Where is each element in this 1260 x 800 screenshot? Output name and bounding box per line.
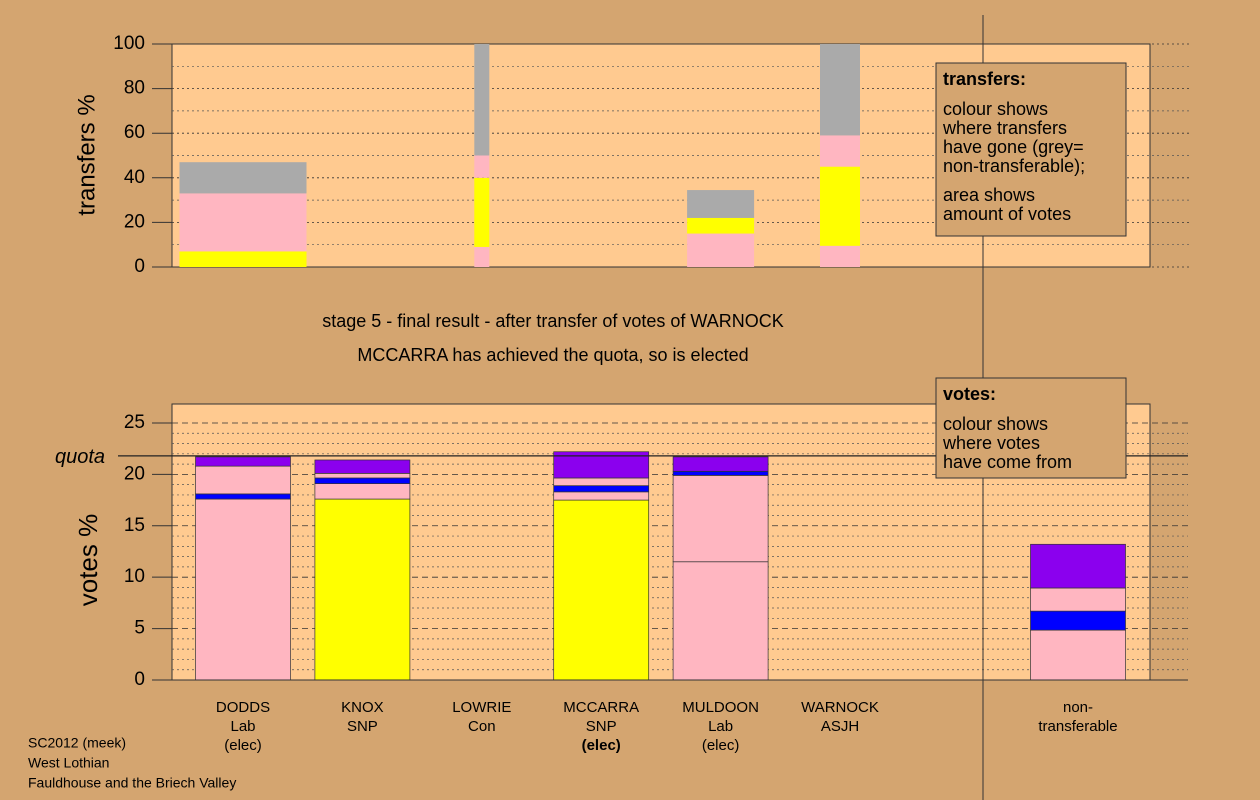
legend-text: non-transferable); — [943, 156, 1085, 176]
bar-segment — [672, 470, 769, 476]
bar-segment — [1030, 543, 1126, 589]
bar-segment — [314, 472, 411, 479]
bar-segment — [474, 246, 490, 267]
y-tick-label: 25 — [124, 412, 145, 433]
x-tick-label: non- — [1063, 699, 1093, 716]
bar-segment — [1030, 629, 1126, 681]
x-tick-label: Con — [468, 718, 496, 735]
legend-box — [935, 377, 1127, 479]
legend-text: colour shows — [943, 414, 1048, 434]
x-tick-label: KNOX — [341, 699, 384, 716]
bar-segment — [553, 491, 650, 501]
y-tick-label: 20 — [124, 463, 145, 484]
x-tick-label: MCCARRA — [563, 699, 639, 716]
bar-segment — [179, 162, 307, 194]
legend-text: amount of votes — [943, 204, 1071, 224]
bar-segment — [195, 465, 291, 495]
bar-segment — [179, 251, 307, 267]
legend-text: where votes — [942, 433, 1040, 453]
legend-title: transfers: — [943, 69, 1026, 89]
bar-segment — [672, 475, 769, 563]
y-tick-label: 5 — [134, 618, 145, 639]
legend-text: where transfers — [942, 118, 1067, 138]
y-tick-label: 20 — [124, 211, 145, 232]
footer-text: Fauldhouse and the Briech Valley — [28, 775, 236, 791]
y-tick-label: 60 — [124, 122, 145, 143]
legend-text: colour shows — [943, 99, 1048, 119]
bar-segment — [553, 477, 650, 487]
x-tick-label: (elec) — [582, 737, 621, 754]
x-tick-label: (elec) — [224, 737, 262, 754]
legend-text: area shows — [943, 185, 1035, 205]
x-tick-label: SNP — [347, 718, 378, 735]
y-axis-label: transfers % — [73, 94, 100, 215]
bar-segment — [195, 493, 291, 500]
stage-title: stage 5 - final result - after transfer … — [322, 311, 784, 331]
bar-segment — [820, 166, 860, 246]
legend-text: have come from — [943, 452, 1072, 472]
bar-segment — [820, 245, 860, 267]
bar-segment — [672, 561, 769, 681]
legend-title: votes: — [943, 384, 996, 404]
bar-segment — [195, 456, 291, 467]
bar-segment — [1030, 587, 1126, 612]
legend-text: have gone (grey= — [943, 137, 1084, 157]
bar-segment — [687, 190, 755, 218]
y-tick-label: 0 — [134, 669, 145, 690]
bar-segment — [314, 498, 411, 681]
stage-subtitle: MCCARRA has achieved the quota, so is el… — [357, 345, 748, 365]
y-tick-label: 100 — [113, 33, 145, 54]
bar-segment — [474, 44, 490, 156]
bar-segment — [553, 485, 650, 493]
y-axis-label: votes % — [73, 514, 103, 607]
bar-segment — [672, 456, 769, 472]
x-tick-label: DODDS — [216, 699, 270, 716]
quota-label: quota — [55, 446, 105, 468]
bar-segment — [195, 498, 291, 681]
y-tick-label: 10 — [124, 566, 145, 587]
footer-text: SC2012 (meek) — [28, 735, 126, 751]
y-tick-label: 15 — [124, 515, 145, 536]
bar-segment — [179, 193, 307, 252]
x-tick-label: LOWRIE — [452, 699, 511, 716]
bar-segment — [314, 483, 411, 500]
footer-text: West Lothian — [28, 755, 109, 771]
bar-segment — [1030, 610, 1126, 631]
bar-segment — [687, 233, 755, 267]
y-tick-label: 0 — [134, 256, 145, 277]
bar-segment — [474, 177, 490, 247]
y-tick-label: 80 — [124, 78, 145, 99]
x-tick-label: SNP — [586, 718, 617, 735]
x-tick-label: (elec) — [702, 737, 740, 754]
x-tick-label: MULDOON — [682, 699, 759, 716]
x-tick-label: ASJH — [821, 718, 859, 735]
bar-segment — [314, 477, 411, 484]
bar-segment — [314, 459, 411, 474]
x-tick-label: transferable — [1038, 718, 1117, 735]
bar-segment — [474, 155, 490, 178]
x-tick-label: Lab — [708, 718, 733, 735]
bar-segment — [820, 44, 860, 136]
x-tick-label: Lab — [230, 718, 255, 735]
bar-segment — [553, 499, 650, 681]
bar-segment — [820, 135, 860, 167]
bar-segment — [687, 217, 755, 234]
legend-box — [935, 62, 1127, 237]
x-tick-label: WARNOCK — [801, 699, 879, 716]
y-tick-label: 40 — [124, 167, 145, 188]
